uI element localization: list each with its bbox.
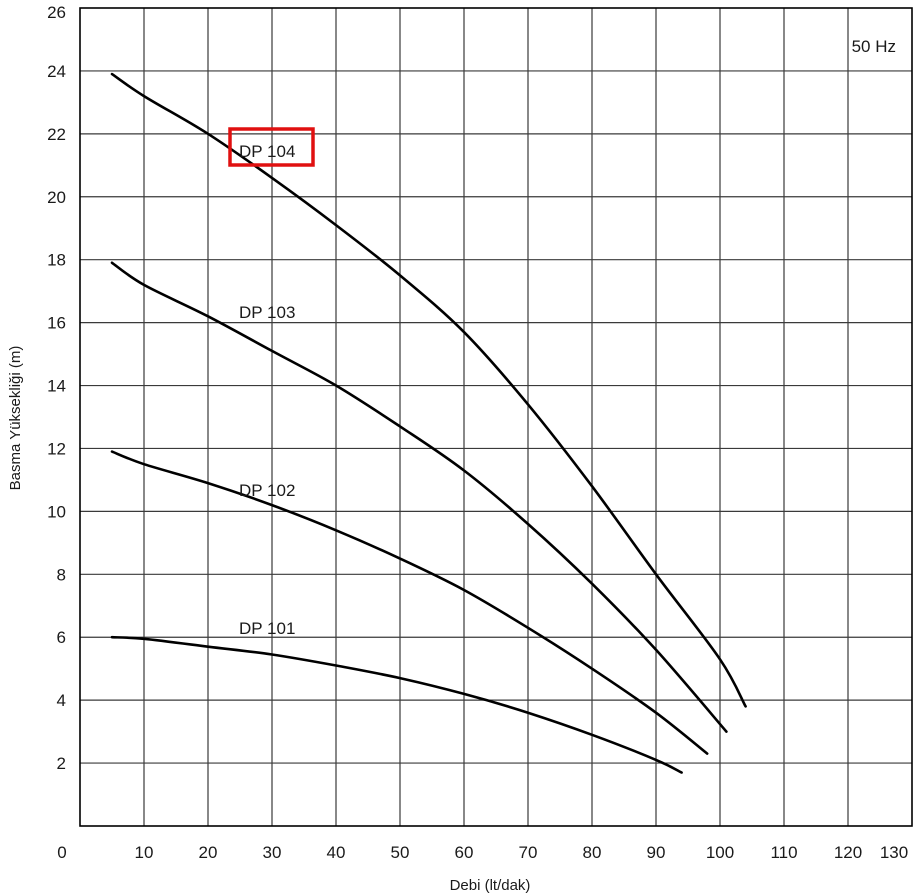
series-label-dp-101: DP 101 — [239, 619, 295, 638]
x-axis-ticks: 0 10 20 30 40 50 60 70 80 90 100 110 120 130 — [57, 843, 908, 862]
series-labels: DP 104 DP 103 DP 102 DP 101 — [228, 127, 315, 638]
frequency-annotation: 50 Hz — [852, 37, 896, 56]
y-tick-label: 2 — [57, 754, 66, 773]
x-tick-label: 40 — [327, 843, 346, 862]
series-line-dp-104 — [110, 72, 747, 708]
series-label-dp-104: DP 104 — [239, 142, 295, 161]
series-label-dp-103: DP 103 — [239, 303, 295, 322]
x-tick-label: 30 — [263, 843, 282, 862]
y-tick-label: 22 — [47, 125, 66, 144]
grid — [80, 8, 912, 826]
x-tick-label: 90 — [647, 843, 666, 862]
y-tick-label: 24 — [47, 62, 66, 81]
series-line-dp-102 — [110, 450, 709, 755]
series-line-dp-103 — [110, 261, 728, 733]
y-tick-label: 26 — [47, 3, 66, 22]
x-tick-label: 110 — [770, 843, 797, 862]
x-tick-label: 50 — [391, 843, 410, 862]
y-tick-label: 14 — [47, 377, 66, 396]
y-tick-label: 20 — [47, 188, 66, 207]
series-label-dp-102: DP 102 — [239, 481, 295, 500]
x-tick-label: 60 — [455, 843, 474, 862]
x-tick-label: 80 — [583, 843, 602, 862]
x-axis-title: Debi (lt/dak) — [450, 877, 531, 893]
y-tick-label: 6 — [57, 628, 66, 647]
y-tick-label: 8 — [57, 565, 66, 584]
x-tick-label: 120 — [834, 843, 862, 862]
x-tick-label: 100 — [706, 843, 734, 862]
y-tick-label: 4 — [57, 691, 66, 710]
x-tick-label: 20 — [199, 843, 218, 862]
series-line-dp-101 — [110, 635, 683, 774]
x-tick-label: 70 — [519, 843, 538, 862]
x-tick-label: 10 — [135, 843, 154, 862]
y-tick-label: 16 — [47, 314, 66, 333]
x-tick-label: 130 — [880, 843, 908, 862]
y-tick-label: 12 — [47, 439, 66, 458]
x-tick-label: 0 — [57, 843, 66, 862]
y-tick-label: 18 — [47, 251, 66, 270]
y-axis-title: Basma Yüksekliği (m) — [7, 346, 24, 491]
highlight-box — [228, 127, 315, 167]
plot-frame — [79, 7, 913, 827]
y-tick-label: 10 — [47, 502, 66, 521]
series-curves — [110, 72, 747, 774]
